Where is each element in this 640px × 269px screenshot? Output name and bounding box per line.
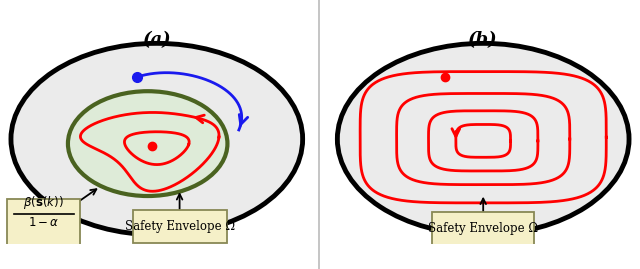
FancyBboxPatch shape (133, 210, 227, 243)
Text: Safety Envelope Ω: Safety Envelope Ω (125, 220, 235, 233)
Ellipse shape (337, 43, 629, 235)
Text: $1-\alpha$: $1-\alpha$ (28, 216, 60, 229)
Ellipse shape (11, 43, 303, 235)
Text: $\beta\left(\mathbf{s}(k)\right)$: $\beta\left(\mathbf{s}(k)\right)$ (24, 194, 64, 211)
FancyBboxPatch shape (7, 199, 80, 245)
FancyBboxPatch shape (432, 212, 534, 245)
Text: (b): (b) (468, 31, 498, 49)
Text: Safety Envelope Ω: Safety Envelope Ω (428, 222, 538, 235)
Text: (a): (a) (143, 31, 171, 49)
Ellipse shape (68, 91, 227, 196)
